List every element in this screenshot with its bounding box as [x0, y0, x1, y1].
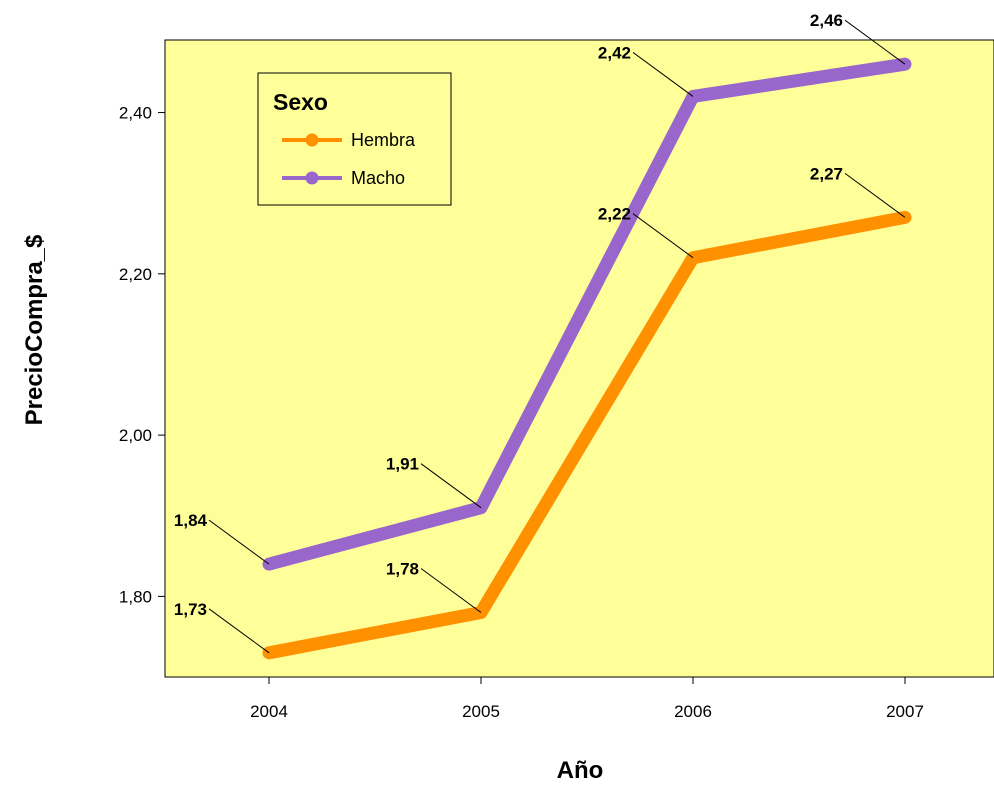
y-tick-label: 1,80	[119, 587, 152, 606]
data-label-leader	[208, 519, 270, 565]
series-lines	[262, 57, 912, 660]
data-label: 1,91	[386, 455, 419, 474]
data-label-leader	[844, 172, 906, 218]
legend-label: Macho	[351, 168, 405, 188]
data-label-leader	[420, 463, 482, 509]
series-line-macho	[262, 57, 912, 571]
y-tick-label: 2,40	[119, 104, 152, 123]
legend-box	[257, 72, 452, 206]
y-axis-title: PrecioCompra_$	[21, 234, 48, 425]
legend-swatch-marker	[305, 133, 319, 147]
legend-label: Hembra	[351, 130, 416, 150]
x-axis-title: Año	[557, 757, 604, 784]
data-label: 2,42	[598, 43, 631, 62]
data-label: 1,78	[386, 559, 419, 578]
legend: Sexo Hembra Macho	[257, 72, 452, 206]
series-line-hembra	[262, 210, 912, 660]
x-tick-label: 2005	[462, 702, 500, 721]
data-label-leader	[208, 608, 270, 654]
y-tick-label: 2,20	[119, 265, 152, 284]
x-axis: 2004 2005 2006 2007	[250, 677, 924, 721]
x-tick-label: 2007	[886, 702, 924, 721]
data-label: 2,27	[810, 164, 843, 183]
data-label-leader	[844, 19, 906, 65]
y-tick-label: 2,00	[119, 426, 152, 445]
legend-swatch-marker	[305, 171, 319, 185]
legend-title: Sexo	[273, 89, 328, 115]
data-labels: 1,73 1,78 2,22 2,27 1,84 1,91 2,42 2,46	[174, 11, 906, 654]
data-label: 2,22	[598, 205, 631, 224]
data-label: 1,73	[174, 600, 207, 619]
data-label-leader	[632, 52, 694, 97]
data-label-leader	[420, 568, 482, 613]
data-label: 1,84	[174, 511, 208, 530]
x-tick-label: 2004	[250, 702, 288, 721]
x-tick-label: 2006	[674, 702, 712, 721]
data-label-leader	[632, 213, 694, 259]
data-label: 2,46	[810, 11, 843, 30]
y-axis: 1,80 2,00 2,20 2,40	[119, 104, 165, 606]
